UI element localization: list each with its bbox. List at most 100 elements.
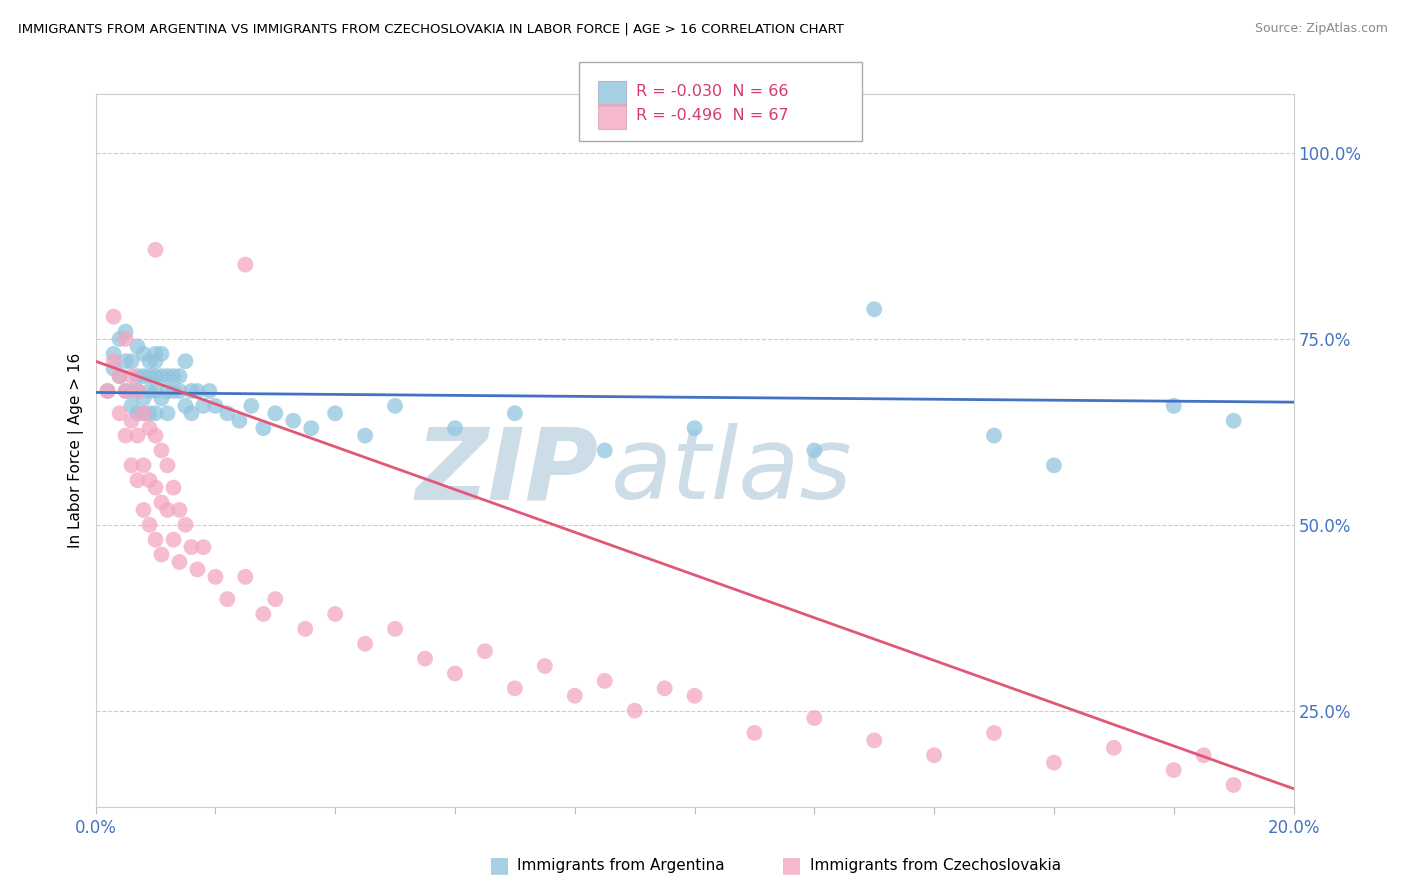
Point (1102, 740, 1125, 755)
Text: Immigrants from Czechoslovakia: Immigrants from Czechoslovakia (810, 858, 1062, 872)
Y-axis label: In Labor Force | Age > 16: In Labor Force | Age > 16 (69, 353, 84, 548)
Point (744, 726, 766, 740)
Point (240, 399, 263, 413)
Point (150, 495, 173, 509)
Text: Immigrants from Argentina: Immigrants from Argentina (517, 858, 725, 872)
Point (193, 540, 215, 554)
Point (138, 517, 160, 532)
Point (863, 302, 886, 317)
Point (204, 570, 226, 584)
Point (683, 689, 706, 703)
Point (174, 354, 197, 368)
Point (299, 421, 322, 435)
Point (103, 310, 125, 324)
Point (1043, 756, 1066, 770)
Point (150, 392, 173, 406)
Point (132, 347, 155, 361)
Point (108, 369, 131, 384)
Point (204, 399, 226, 413)
Point (97, 384, 120, 398)
Point (354, 637, 377, 651)
Point (132, 392, 155, 406)
Point (114, 354, 136, 368)
Point (150, 443, 173, 458)
Point (145, 354, 167, 368)
Point (983, 726, 1005, 740)
Point (127, 369, 149, 384)
Point (132, 503, 155, 517)
Point (114, 428, 136, 442)
Point (354, 428, 377, 442)
Point (803, 711, 825, 725)
Point (180, 384, 202, 398)
Point (162, 384, 184, 398)
Point (145, 384, 167, 398)
Point (323, 406, 346, 420)
Point (156, 369, 179, 384)
Point (474, 644, 496, 658)
Point (217, 406, 239, 420)
Point (162, 369, 184, 384)
Point (145, 481, 167, 495)
Point (156, 384, 179, 398)
Point (1222, 778, 1244, 792)
Point (193, 399, 215, 413)
Point (264, 592, 287, 607)
Point (162, 481, 184, 495)
Point (121, 414, 143, 428)
Point (114, 384, 136, 398)
Point (97, 384, 120, 398)
Point (444, 421, 467, 435)
Point (114, 325, 136, 339)
Point (114, 384, 136, 398)
Point (108, 332, 131, 346)
Point (169, 369, 191, 384)
Point (127, 339, 149, 353)
Point (138, 354, 160, 368)
Text: R = -0.496  N = 67: R = -0.496 N = 67 (636, 108, 789, 122)
Point (1163, 399, 1185, 413)
Point (217, 592, 239, 607)
Point (169, 555, 191, 569)
Point (156, 503, 179, 517)
Point (503, 406, 526, 420)
Point (198, 384, 221, 398)
Text: ■: ■ (489, 855, 509, 875)
Text: ZIP: ZIP (416, 424, 599, 520)
Point (132, 369, 155, 384)
Point (162, 533, 184, 547)
Point (127, 384, 149, 398)
Text: Source: ZipAtlas.com: Source: ZipAtlas.com (1254, 22, 1388, 36)
Point (138, 473, 160, 487)
Point (503, 681, 526, 696)
Point (145, 428, 167, 442)
Point (150, 548, 173, 562)
Point (132, 458, 155, 473)
Point (103, 361, 125, 376)
Point (138, 384, 160, 398)
Point (138, 406, 160, 420)
Point (252, 421, 274, 435)
Point (121, 384, 143, 398)
Point (384, 399, 406, 413)
Point (228, 414, 250, 428)
Point (145, 369, 167, 384)
Point (127, 473, 149, 487)
Text: R = -0.030  N = 66: R = -0.030 N = 66 (636, 85, 787, 99)
Point (413, 651, 436, 665)
Point (138, 421, 160, 435)
Point (121, 399, 143, 413)
Point (186, 384, 208, 398)
Point (174, 517, 197, 532)
Point (145, 533, 167, 547)
Point (127, 384, 149, 398)
Text: ■: ■ (782, 855, 801, 875)
Point (121, 369, 143, 384)
Point (186, 562, 208, 576)
Point (121, 458, 143, 473)
Point (150, 347, 173, 361)
Point (156, 458, 179, 473)
Point (169, 503, 191, 517)
Point (683, 421, 706, 435)
Point (150, 369, 173, 384)
